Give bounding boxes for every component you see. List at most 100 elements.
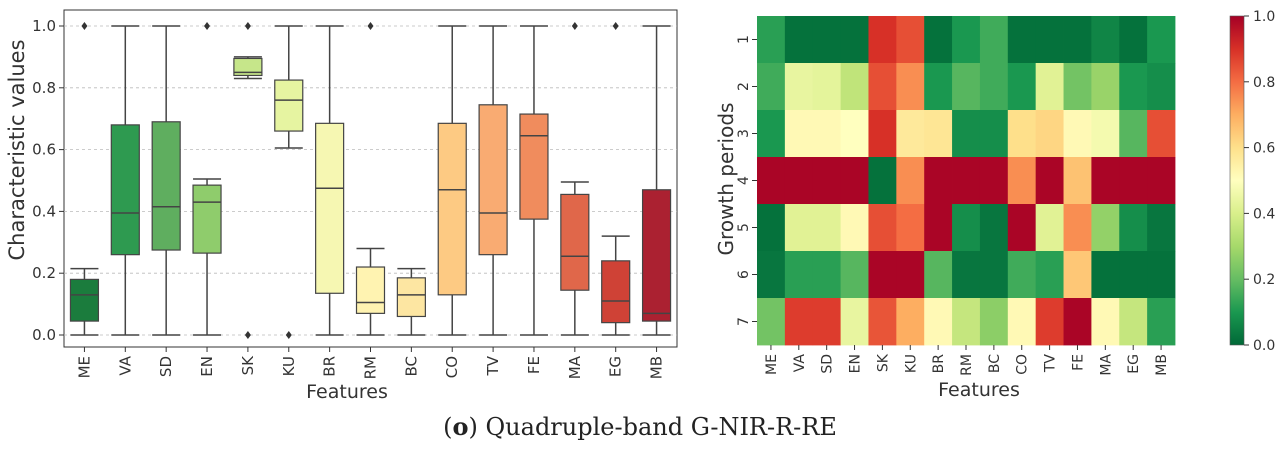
heatmap-cell <box>1119 16 1148 64</box>
box-EN <box>192 22 222 336</box>
heatmap-cell <box>952 63 981 111</box>
heatmap-cell <box>840 16 869 64</box>
heatmap-cell <box>979 110 1009 158</box>
heatmap-cell <box>1147 298 1176 346</box>
box-iqr <box>315 122 345 294</box>
heatmap-cell <box>1147 157 1176 205</box>
box-iqr <box>233 57 263 77</box>
heatmap-cell <box>1119 63 1148 111</box>
y-tick-label: 0.6 <box>32 141 56 159</box>
y-tick-label: 0.2 <box>32 264 56 282</box>
box-BR <box>315 25 345 336</box>
outlier-point <box>244 22 251 30</box>
heatmap-cell <box>952 298 981 346</box>
heatmap-cell <box>896 204 925 252</box>
outlier-point <box>204 22 211 30</box>
heatmap-cell <box>952 204 981 252</box>
heatmap-cell <box>952 110 981 158</box>
outlier-point <box>285 331 292 339</box>
heatmap-cell <box>757 16 786 64</box>
heatmap-cell <box>784 63 814 111</box>
box-iqr <box>274 79 304 132</box>
heatmap-cell <box>784 157 814 205</box>
x-tick-label: KU <box>280 356 298 376</box>
x-tick-label: SK <box>875 353 891 372</box>
box-iqr <box>355 266 386 314</box>
x-tick-label: ME <box>75 356 93 378</box>
heatmap-cell <box>1091 298 1120 346</box>
heatmap-cell <box>1007 157 1037 205</box>
heatmap-cell <box>979 204 1009 252</box>
heatmap-cell <box>1147 63 1176 111</box>
x-tick-label: ME <box>764 354 780 375</box>
heatmap-cell <box>812 157 841 205</box>
heatmap-cell <box>868 16 897 64</box>
heatmap-cell <box>979 63 1009 111</box>
heatmap-cell <box>979 16 1009 64</box>
heatmap-cell <box>1147 110 1176 158</box>
heatmap-cell <box>1147 251 1176 299</box>
x-tick-label: MA <box>566 355 584 379</box>
heatmap-cell <box>868 157 897 205</box>
heatmap-cell <box>757 63 786 111</box>
box-SD <box>151 25 181 336</box>
x-tick-label: MB <box>648 356 666 379</box>
heatmap-cell <box>1007 251 1037 299</box>
x-tick-label: RM <box>362 356 380 379</box>
box-iqr <box>396 277 426 318</box>
x-tick-label: EN <box>198 356 216 377</box>
y-tick-label: 3 <box>736 129 752 138</box>
box-BC <box>396 267 426 336</box>
heatmap-cell <box>840 298 869 346</box>
figure-caption: (o) Quadruple-band G-NIR-R-RE <box>443 412 837 441</box>
heatmap-cell <box>840 251 869 299</box>
heatmap-cell <box>979 157 1009 205</box>
y-tick-label: 5 <box>736 223 752 232</box>
heatmap-cell <box>924 251 953 299</box>
y-tick-label: 1 <box>736 35 752 44</box>
outlier-point <box>367 22 374 30</box>
y-tick-label: 0.4 <box>32 202 56 220</box>
heatmap-cell <box>896 16 925 64</box>
heatmap-cell <box>896 251 925 299</box>
caption-label: o <box>452 412 469 441</box>
box-TV <box>478 25 508 336</box>
box-iqr <box>110 124 140 256</box>
heatmap-cell <box>1091 63 1120 111</box>
y-tick-label: 6 <box>736 270 752 279</box>
heatmap-cell <box>1119 251 1148 299</box>
heatmap-xlabel: Features <box>938 379 1020 401</box>
y-tick-label: 4 <box>736 176 752 185</box>
heatmap-cell <box>1007 63 1037 111</box>
heatmap-cell <box>924 157 953 205</box>
boxplot-chart: 0.0 0.2 0.4 0.6 0.8 1.0 ME VA SD EN SK KU BR RM BC CO T… <box>5 9 678 403</box>
box-VA <box>110 25 140 336</box>
box-MB <box>641 25 672 336</box>
x-tick-label: EG <box>607 356 625 377</box>
box-CO <box>437 25 467 336</box>
heatmap-cell <box>924 16 953 64</box>
colorbar-tick-label: 0.4 <box>1253 206 1275 222</box>
heatmap-cell <box>1119 110 1148 158</box>
heatmap-cell <box>1035 251 1064 299</box>
heatmap-chart: ME VA SD EN SK KU BR RM BC CO TV FE MA EG MB 1 2 3 4 5 6 7 G… <box>714 9 1275 401</box>
heatmap-ylabel: Growth periods <box>714 103 738 256</box>
heatmap-cell <box>1063 63 1092 111</box>
colorbar-tick-label: 0.0 <box>1253 338 1275 354</box>
heatmap-cell <box>1119 204 1148 252</box>
heatmap-cell <box>868 204 897 252</box>
heatmap-cell <box>979 298 1009 346</box>
heatmap-cell <box>757 298 786 346</box>
heatmap-cell <box>840 204 869 252</box>
heatmap-cell <box>924 110 953 158</box>
heatmap-cell <box>840 110 869 158</box>
heatmap-cell <box>1063 110 1092 158</box>
heatmap-cell <box>896 63 925 111</box>
box-KU <box>274 25 304 339</box>
heatmap-cell <box>979 251 1009 299</box>
x-tick-label: SK <box>239 355 257 376</box>
x-tick-label: EN <box>848 354 864 373</box>
heatmap-cell <box>1035 110 1064 158</box>
x-tick-label: VA <box>792 354 808 373</box>
x-tick-label: MA <box>1098 354 1114 376</box>
